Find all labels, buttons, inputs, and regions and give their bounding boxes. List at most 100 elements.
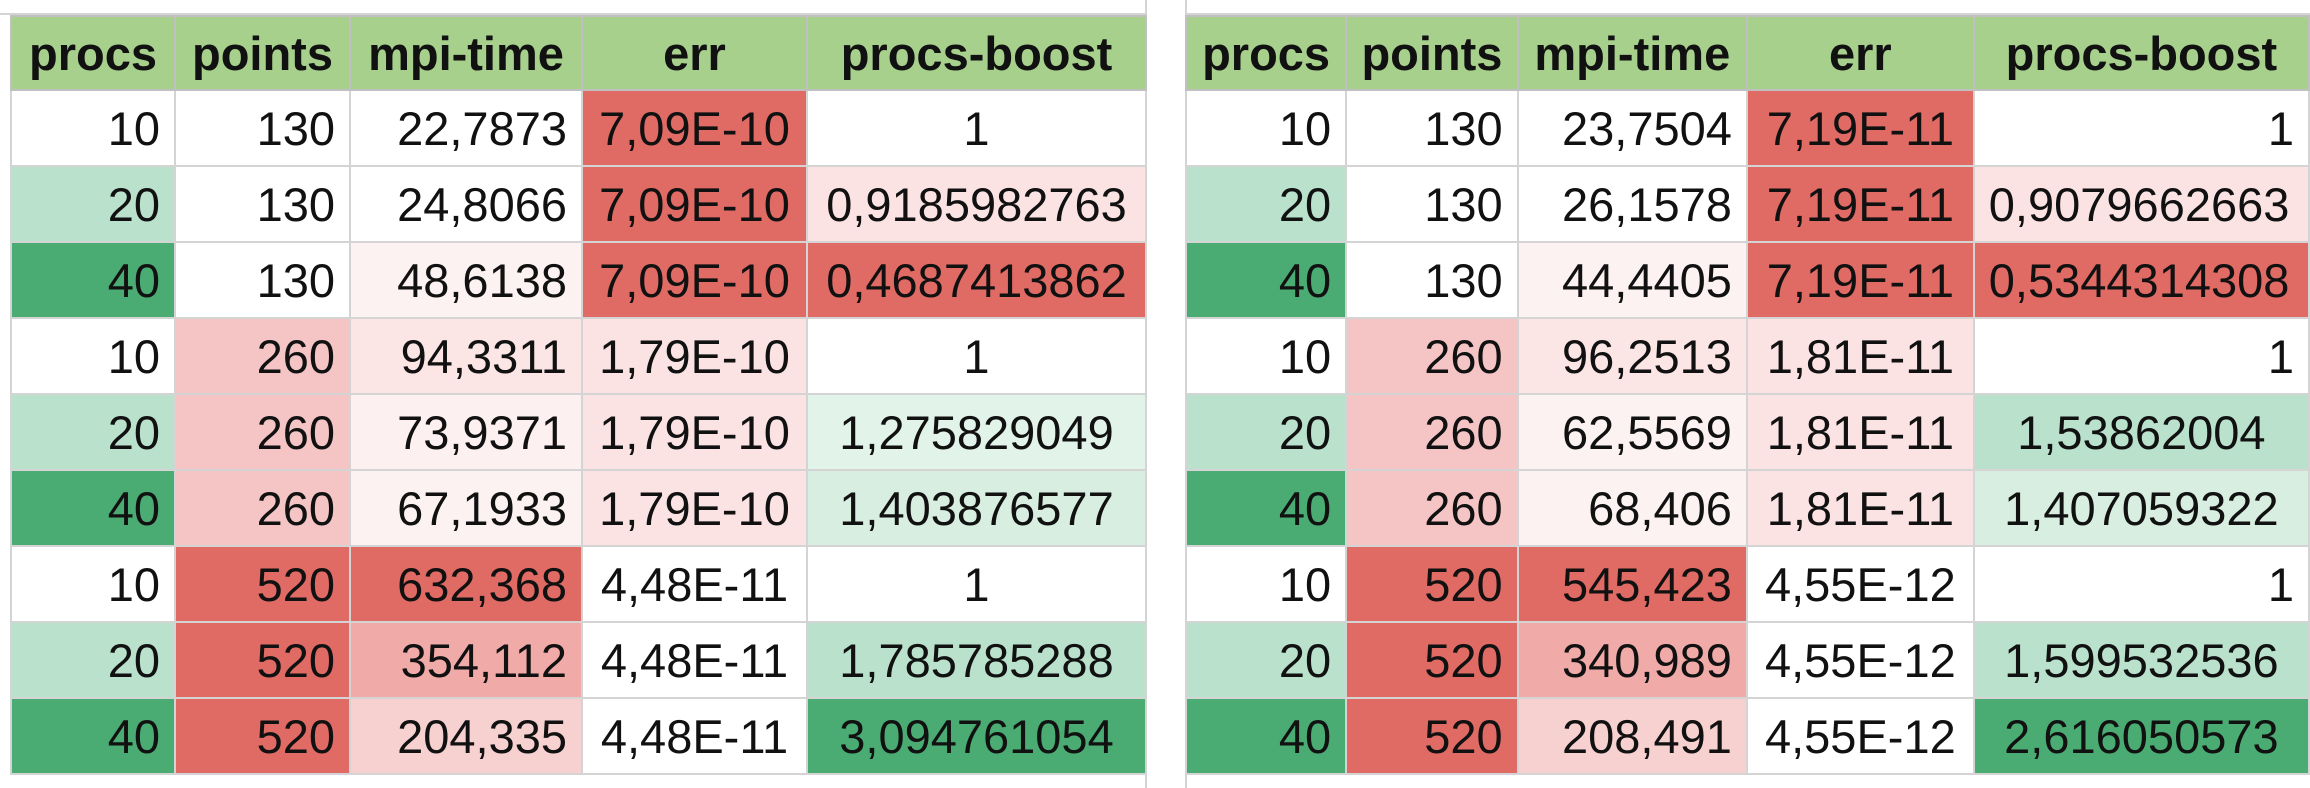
cell-mpi-time[interactable]: 44,4405 xyxy=(1516,241,1748,319)
header-cell-procs-boost[interactable]: procs-boost xyxy=(1972,15,2310,91)
cell-mpi-time[interactable]: 23,7504 xyxy=(1516,89,1748,167)
header-cell-err[interactable]: err xyxy=(581,15,808,91)
cell-procs-boost[interactable]: 2,616050573 xyxy=(1972,697,2310,775)
cell-points[interactable]: 520 xyxy=(174,545,351,623)
cell-points[interactable]: 260 xyxy=(174,317,351,395)
cell-procs-boost[interactable]: 1 xyxy=(806,89,1147,167)
cell-err[interactable]: 4,55E-12 xyxy=(1745,697,1975,775)
cell-mpi-time[interactable]: 68,406 xyxy=(1516,469,1748,547)
cell-mpi-time[interactable]: 204,335 xyxy=(349,697,583,775)
cell-procs[interactable]: 20 xyxy=(10,393,176,471)
cell-points[interactable]: 130 xyxy=(1345,89,1519,167)
cell-procs[interactable]: 20 xyxy=(1184,621,1348,699)
cell-err[interactable]: 7,19E-11 xyxy=(1745,165,1975,243)
header-cell-points[interactable]: points xyxy=(174,15,351,91)
cell-mpi-time[interactable]: 632,368 xyxy=(349,545,583,623)
cell-err[interactable]: 4,55E-12 xyxy=(1745,621,1975,699)
cell-points[interactable]: 260 xyxy=(174,469,351,547)
cell-err[interactable]: 1,81E-11 xyxy=(1745,317,1975,395)
cell-procs-boost[interactable]: 1,403876577 xyxy=(806,469,1147,547)
cell-procs-boost[interactable]: 1 xyxy=(1972,545,2310,623)
cell-points[interactable]: 520 xyxy=(1345,697,1519,775)
cell-points[interactable]: 260 xyxy=(1345,317,1519,395)
cell-procs[interactable]: 40 xyxy=(1184,469,1348,547)
cell-points[interactable]: 130 xyxy=(1345,241,1519,319)
cell-err[interactable]: 1,79E-10 xyxy=(581,317,808,395)
cell-procs-boost[interactable]: 1 xyxy=(1972,317,2310,395)
cell-err[interactable]: 7,19E-11 xyxy=(1745,89,1975,167)
cell-procs-boost[interactable]: 0,9185982763 xyxy=(806,165,1147,243)
cell-procs-boost[interactable]: 0,9079662663 xyxy=(1972,165,2310,243)
cell-procs[interactable]: 20 xyxy=(10,621,176,699)
cell-procs-boost[interactable]: 1 xyxy=(806,545,1147,623)
cell-procs[interactable]: 20 xyxy=(10,165,176,243)
header-cell-err[interactable]: err xyxy=(1745,15,1975,91)
cell-mpi-time[interactable]: 354,112 xyxy=(349,621,583,699)
cell-err[interactable]: 4,55E-12 xyxy=(1745,545,1975,623)
cell-points[interactable]: 520 xyxy=(1345,621,1519,699)
cell-err[interactable]: 1,79E-10 xyxy=(581,393,808,471)
cell-procs[interactable]: 10 xyxy=(1184,545,1348,623)
cell-procs[interactable]: 10 xyxy=(10,545,176,623)
cell-procs-boost[interactable]: 1 xyxy=(806,317,1147,395)
cell-mpi-time[interactable]: 67,1933 xyxy=(349,469,583,547)
cell-mpi-time[interactable]: 96,2513 xyxy=(1516,317,1748,395)
cell-procs[interactable]: 10 xyxy=(1184,317,1348,395)
cell-err[interactable]: 1,79E-10 xyxy=(581,469,808,547)
cell-procs-boost[interactable]: 0,4687413862 xyxy=(806,241,1147,319)
cell-procs-boost[interactable]: 1,599532536 xyxy=(1972,621,2310,699)
cell-err[interactable]: 1,81E-11 xyxy=(1745,393,1975,471)
cell-err[interactable]: 7,09E-10 xyxy=(581,89,808,167)
cell-procs[interactable]: 10 xyxy=(10,89,176,167)
header-cell-mpi-time[interactable]: mpi-time xyxy=(349,15,583,91)
cell-procs-boost[interactable]: 1,275829049 xyxy=(806,393,1147,471)
cell-mpi-time[interactable]: 26,1578 xyxy=(1516,165,1748,243)
cell-mpi-time[interactable]: 22,7873 xyxy=(349,89,583,167)
cell-mpi-time[interactable]: 73,9371 xyxy=(349,393,583,471)
cell-procs[interactable]: 40 xyxy=(1184,697,1348,775)
cell-points[interactable]: 520 xyxy=(1345,545,1519,623)
cell-points[interactable]: 130 xyxy=(174,89,351,167)
header-cell-mpi-time[interactable]: mpi-time xyxy=(1516,15,1748,91)
cell-points[interactable]: 520 xyxy=(174,697,351,775)
header-cell-procs[interactable]: procs xyxy=(10,15,176,91)
cell-mpi-time[interactable]: 545,423 xyxy=(1516,545,1748,623)
cell-points[interactable]: 260 xyxy=(174,393,351,471)
cell-procs-boost[interactable]: 0,5344314308 xyxy=(1972,241,2310,319)
cell-procs-boost[interactable]: 3,094761054 xyxy=(806,697,1147,775)
cell-procs-boost[interactable]: 1,407059322 xyxy=(1972,469,2310,547)
cell-err[interactable]: 7,09E-10 xyxy=(581,241,808,319)
cell-procs[interactable]: 10 xyxy=(1184,89,1348,167)
cell-procs[interactable]: 40 xyxy=(1184,241,1348,319)
cell-procs[interactable]: 20 xyxy=(1184,165,1348,243)
cell-mpi-time[interactable]: 94,3311 xyxy=(349,317,583,395)
cell-mpi-time[interactable]: 48,6138 xyxy=(349,241,583,319)
cell-mpi-time[interactable]: 208,491 xyxy=(1516,697,1748,775)
cell-points[interactable]: 130 xyxy=(174,165,351,243)
cell-err[interactable]: 4,48E-11 xyxy=(581,621,808,699)
cell-mpi-time[interactable]: 340,989 xyxy=(1516,621,1748,699)
header-cell-procs-boost[interactable]: procs-boost xyxy=(806,15,1147,91)
cell-procs-boost[interactable]: 1,785785288 xyxy=(806,621,1147,699)
cell-points[interactable]: 260 xyxy=(1345,469,1519,547)
cell-err[interactable]: 4,48E-11 xyxy=(581,697,808,775)
cell-err[interactable]: 1,81E-11 xyxy=(1745,469,1975,547)
cell-procs[interactable]: 40 xyxy=(10,469,176,547)
cell-err[interactable]: 7,09E-10 xyxy=(581,165,808,243)
cell-points[interactable]: 130 xyxy=(174,241,351,319)
cell-err[interactable]: 4,48E-11 xyxy=(581,545,808,623)
cell-procs[interactable]: 40 xyxy=(10,697,176,775)
header-cell-points[interactable]: points xyxy=(1345,15,1519,91)
header-cell-procs[interactable]: procs xyxy=(1184,15,1348,91)
cell-procs-boost[interactable]: 1,53862004 xyxy=(1972,393,2310,471)
cell-procs[interactable]: 40 xyxy=(10,241,176,319)
cell-procs-boost[interactable]: 1 xyxy=(1972,89,2310,167)
cell-mpi-time[interactable]: 24,8066 xyxy=(349,165,583,243)
cell-mpi-time[interactable]: 62,5569 xyxy=(1516,393,1748,471)
cell-points[interactable]: 130 xyxy=(1345,165,1519,243)
cell-procs[interactable]: 20 xyxy=(1184,393,1348,471)
cell-points[interactable]: 520 xyxy=(174,621,351,699)
cell-err[interactable]: 7,19E-11 xyxy=(1745,241,1975,319)
cell-procs[interactable]: 10 xyxy=(10,317,176,395)
cell-points[interactable]: 260 xyxy=(1345,393,1519,471)
